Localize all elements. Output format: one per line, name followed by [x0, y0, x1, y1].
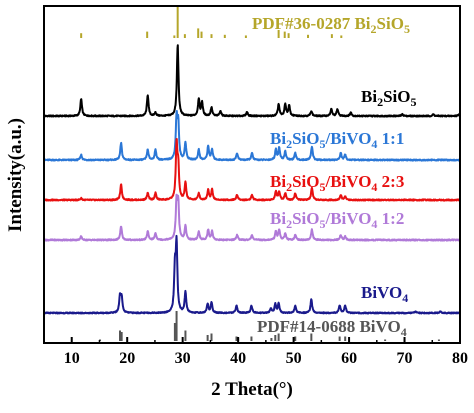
label-bivo4: BiVO4 — [361, 283, 408, 305]
x-tick-label-80: 80 — [452, 350, 468, 367]
label-pdf-bivo4: PDF#14-0688 BiVO4 — [257, 317, 407, 339]
x-ticks: 10 20 30 40 50 60 70 80 — [64, 337, 468, 367]
y-axis-title: Intensity(a.u.) — [5, 118, 26, 232]
series-0-sticks — [80, 6, 343, 38]
x-tick-label-60: 60 — [341, 350, 357, 367]
series-3-line — [43, 138, 461, 202]
x-tick-label-20: 20 — [119, 350, 135, 367]
label-bi2sio5: Bi2SiO5 — [361, 87, 416, 109]
series-5-line — [43, 234, 461, 315]
series-1-line — [43, 44, 461, 118]
label-ratio-2-3: Bi2SiO5/BiVO4 2:3 — [270, 172, 404, 194]
series-4-line — [43, 193, 461, 242]
x-tick-label-30: 30 — [175, 350, 191, 367]
label-pdf-bi2sio5: PDF#36-0287 Bi2SiO5 — [252, 14, 410, 36]
x-tick-label-70: 70 — [397, 350, 413, 367]
series-2-line — [43, 110, 461, 162]
label-ratio-1-2: Bi2SiO5/BiVO4 1:2 — [270, 209, 404, 231]
label-ratio-1-1: Bi2SiO5/BiVO4 1:1 — [270, 129, 404, 151]
series-layer — [43, 6, 461, 341]
x-tick-label-10: 10 — [64, 350, 80, 367]
plot-frame — [43, 5, 461, 344]
x-tick-label-50: 50 — [286, 350, 302, 367]
x-axis-title: 2 Theta(°) — [211, 379, 293, 400]
x-tick-label-40: 40 — [230, 350, 246, 367]
